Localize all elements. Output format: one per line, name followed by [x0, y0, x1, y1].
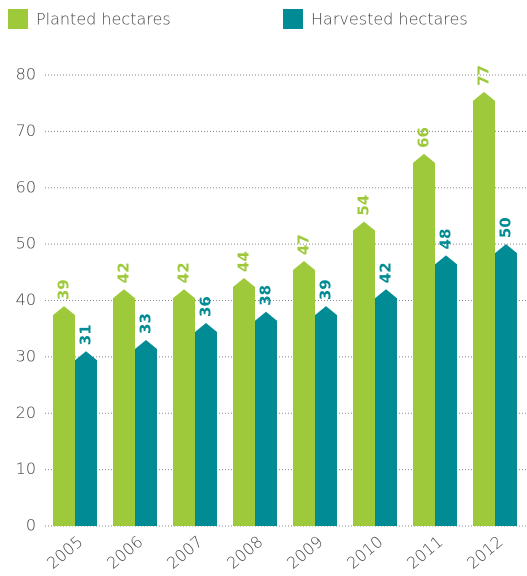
value-label: 54 — [355, 195, 373, 216]
y-tick-label: 50 — [16, 234, 36, 253]
x-tick-label: 2008 — [223, 532, 266, 573]
y-tick-label: 20 — [16, 403, 36, 422]
bar — [375, 289, 397, 526]
x-tick-label: 2007 — [163, 532, 206, 573]
x-tick-label: 2009 — [283, 532, 326, 573]
bar — [495, 244, 517, 526]
bar — [435, 255, 457, 526]
value-label: 42 — [175, 262, 193, 283]
legend-label: Harvested hectares — [311, 10, 468, 29]
bar — [135, 339, 157, 526]
value-label: 66 — [415, 127, 433, 148]
legend-swatch — [283, 9, 303, 29]
y-tick-label: 40 — [16, 290, 36, 309]
value-label: 38 — [257, 285, 275, 306]
y-tick-label: 70 — [16, 121, 36, 140]
legend-swatch — [8, 9, 28, 29]
x-tick-label: 2011 — [403, 532, 446, 573]
bar — [353, 221, 375, 526]
bar — [173, 289, 195, 526]
bar — [195, 323, 217, 526]
y-tick-label: 10 — [16, 459, 36, 478]
bar — [413, 153, 435, 527]
value-label: 31 — [77, 324, 95, 345]
value-label: 36 — [197, 296, 215, 317]
y-tick-label: 0 — [26, 516, 36, 535]
value-label: 33 — [137, 313, 155, 334]
bar — [293, 261, 315, 526]
bar — [255, 311, 277, 526]
value-label: 42 — [115, 262, 133, 283]
value-label: 47 — [295, 234, 313, 255]
y-tick-label: 80 — [16, 65, 36, 84]
bar — [315, 306, 337, 526]
x-tick-label: 2005 — [43, 532, 86, 573]
x-tick-label: 2012 — [463, 532, 506, 573]
value-label: 44 — [235, 251, 253, 272]
bar — [233, 277, 255, 526]
value-label: 39 — [317, 279, 335, 300]
bar — [75, 351, 97, 526]
bar — [113, 289, 135, 526]
y-tick-label: 30 — [16, 346, 36, 365]
legend-label: Planted hectares — [36, 10, 171, 29]
value-label: 39 — [55, 279, 73, 300]
value-label: 50 — [497, 217, 515, 238]
x-tick-label: 2010 — [343, 532, 386, 573]
x-tick-label: 2006 — [103, 532, 146, 573]
bar — [53, 306, 75, 526]
value-label: 77 — [475, 65, 493, 86]
bar — [473, 91, 495, 526]
value-label: 42 — [377, 262, 395, 283]
y-tick-label: 60 — [16, 177, 36, 196]
value-label: 48 — [437, 229, 455, 250]
